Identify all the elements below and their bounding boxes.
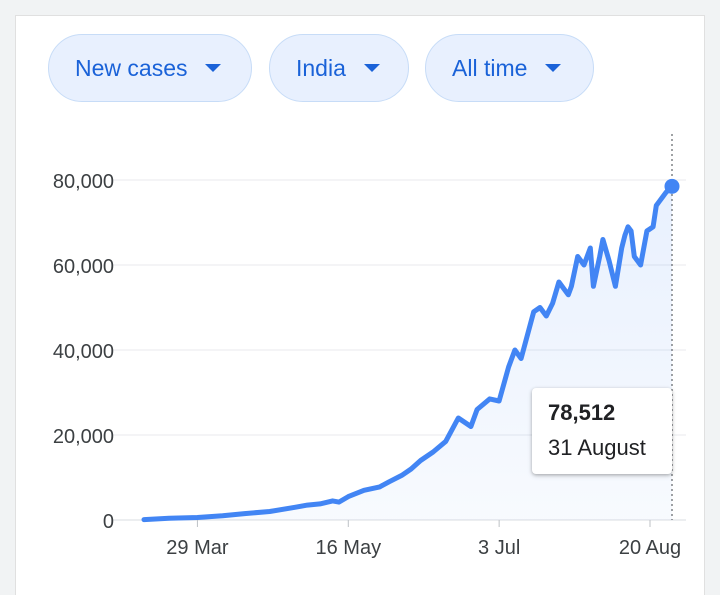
y-tick-label: 20,000	[53, 426, 114, 448]
region-dropdown-label: India	[296, 54, 346, 81]
metric-dropdown-label: New cases	[75, 54, 188, 81]
period-dropdown-label: All time	[452, 54, 528, 81]
chevron-down-icon	[205, 64, 222, 72]
y-axis-labels: 0 20,000 40,000 60,000 80,000	[53, 171, 114, 533]
tooltip-value: 78,512	[548, 400, 616, 425]
period-dropdown[interactable]: All time	[425, 34, 594, 102]
series-line	[141, 183, 675, 523]
y-tick-label: 60,000	[53, 256, 114, 278]
chevron-down-icon	[363, 64, 380, 72]
x-axis-labels: 29 Mar 16 May 3 Jul 20 Aug	[166, 537, 681, 559]
y-tick-label: 0	[103, 511, 114, 533]
tooltip-date: 31 August	[548, 435, 646, 460]
x-tick-label: 16 May	[315, 537, 381, 559]
highlight-point[interactable]	[664, 178, 680, 194]
y-tick-label: 40,000	[53, 341, 114, 363]
metric-dropdown[interactable]: New cases	[48, 34, 252, 102]
x-tick-label: 3 Jul	[478, 537, 520, 559]
x-axis-ticks	[196, 520, 651, 527]
x-tick-label: 20 Aug	[619, 537, 681, 559]
x-tick-label: 29 Mar	[166, 537, 229, 559]
y-tick-label: 80,000	[53, 171, 114, 193]
region-dropdown[interactable]: India	[269, 34, 409, 102]
data-tooltip: 78,512 31 August	[532, 388, 672, 474]
chevron-down-icon	[545, 64, 562, 72]
